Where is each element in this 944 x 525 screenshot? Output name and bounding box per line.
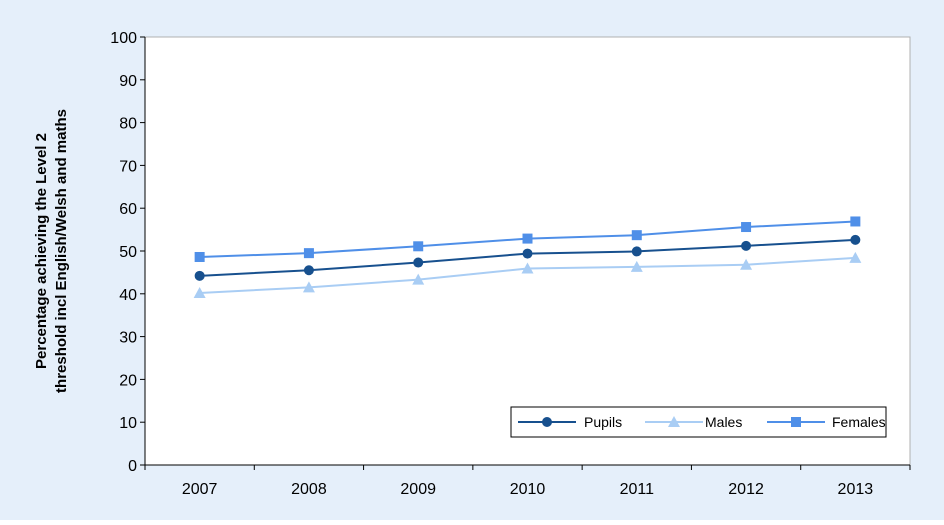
x-tick-label: 2011 (620, 481, 655, 498)
legend-marker-males (668, 416, 680, 427)
legend-marker-pupils (542, 417, 552, 427)
y-axis-title-line-1: Percentage achieving the Level 2 (33, 133, 50, 369)
data-point-males (302, 281, 315, 293)
data-point-pupils (194, 270, 205, 281)
legend-label-pupils: Pupils (584, 414, 622, 430)
series-layer (193, 216, 862, 298)
data-point-pupils (850, 234, 861, 245)
x-tick-label: 2008 (291, 481, 327, 498)
y-tick-label: 0 (128, 458, 137, 475)
y-axis-title-line-2: threshold incl English/Welsh and maths (53, 109, 70, 393)
data-point-pupils (522, 248, 533, 259)
y-tick-label: 90 (119, 73, 137, 90)
series-pupils (194, 234, 861, 281)
data-point-males (630, 260, 643, 272)
legend-label-females: Females (832, 414, 886, 430)
axes: 0 10 20 30 40 50 60 70 80 90 100 2007 2008 2009 2010 20… (110, 30, 911, 498)
y-tick-label: 20 (119, 372, 137, 389)
legend: Pupils Males Females (510, 406, 887, 438)
data-point-males (849, 251, 862, 263)
data-point-females (303, 248, 314, 259)
legend-marker-females (791, 417, 801, 427)
data-point-females (741, 222, 752, 233)
data-point-pupils (303, 265, 314, 276)
legend-item-males: Males (645, 414, 742, 430)
series-males (193, 251, 862, 298)
data-point-females (413, 241, 424, 252)
data-point-pupils (741, 240, 752, 251)
data-point-males (521, 262, 534, 274)
series-females (194, 216, 861, 262)
legend-item-pupils: Pupils (518, 414, 622, 430)
data-point-pupils (631, 246, 642, 257)
y-tick-label: 40 (119, 287, 137, 304)
x-tick-label: 2012 (728, 481, 764, 498)
data-point-females (631, 230, 642, 241)
y-tick-label: 10 (119, 415, 137, 432)
x-tick-label: 2013 (838, 481, 874, 498)
y-tick-label: 50 (119, 244, 137, 261)
legend-item-females: Females (767, 414, 886, 430)
y-tick-label: 80 (119, 116, 137, 133)
x-tick-label: 2009 (400, 481, 436, 498)
data-point-females (522, 233, 533, 244)
data-point-pupils (413, 257, 424, 268)
x-tick-label: 2010 (510, 481, 546, 498)
x-tick-label: 2007 (182, 481, 218, 498)
y-tick-label: 100 (110, 30, 137, 47)
y-tick-label: 60 (119, 201, 137, 218)
y-tick-label: 70 (119, 158, 137, 175)
data-point-females (850, 216, 861, 227)
data-point-males (740, 258, 753, 270)
data-point-females (194, 251, 205, 262)
legend-label-males: Males (705, 414, 742, 430)
data-point-males (193, 286, 206, 298)
data-point-males (412, 273, 425, 285)
y-axis-title: Percentage achieving the Level 2 thresho… (33, 109, 70, 393)
y-tick-label: 30 (119, 330, 137, 347)
